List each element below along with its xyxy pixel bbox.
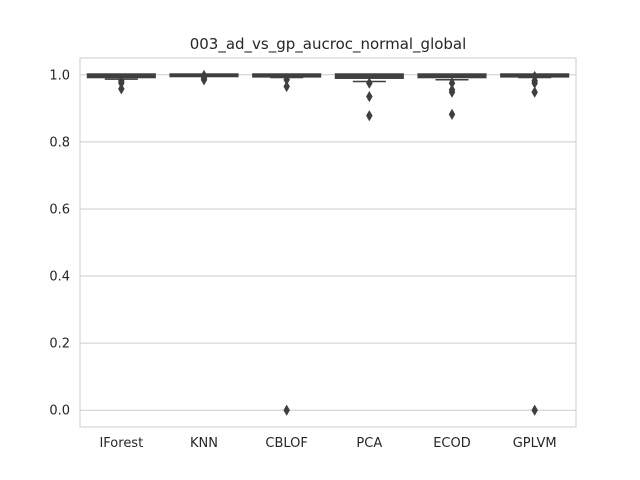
outlier-point [448,86,456,98]
outlier-point [448,108,456,121]
outlier-point [366,109,373,122]
outlier-point [366,90,373,103]
y-tick-label: 1.0 [49,68,70,83]
chart-title: 003_ad_vs_gp_aucroc_normal_global [190,35,467,54]
x-tick-label: PCA [356,436,382,451]
outlier-point [366,77,373,89]
x-axis-ticks: IForest KNN CBLOF PCA ECOD GPLVM [99,436,556,451]
box-group [500,70,570,416]
outlier-point [283,404,290,416]
y-tick-label: 0.8 [49,135,70,150]
box-group [252,73,322,416]
x-tick-label: KNN [190,436,218,451]
y-tick-label: 0.0 [49,404,70,419]
x-tick-label: IForest [99,436,143,451]
box-group [169,69,239,86]
y-axis-ticks: 0.0 0.2 0.4 0.6 0.8 1.0 [49,68,70,418]
outlier-point [531,404,538,416]
boxes-layer [86,69,570,416]
outlier-point [200,74,208,86]
outlier-point [283,80,290,93]
box-group [334,73,404,122]
x-tick-label: ECOD [433,436,471,451]
box-group [86,73,156,95]
grid-lines [80,74,576,411]
plot-area-frame [79,57,577,428]
outlier-point [531,86,538,98]
y-tick-label: 0.4 [49,270,70,285]
y-tick-label: 0.6 [49,202,70,217]
x-tick-label: CBLOF [265,436,308,451]
x-tick-label: GPLVM [513,436,557,451]
y-tick-label: 0.2 [49,337,70,352]
box-group [417,73,487,121]
outlier-point [118,83,125,95]
